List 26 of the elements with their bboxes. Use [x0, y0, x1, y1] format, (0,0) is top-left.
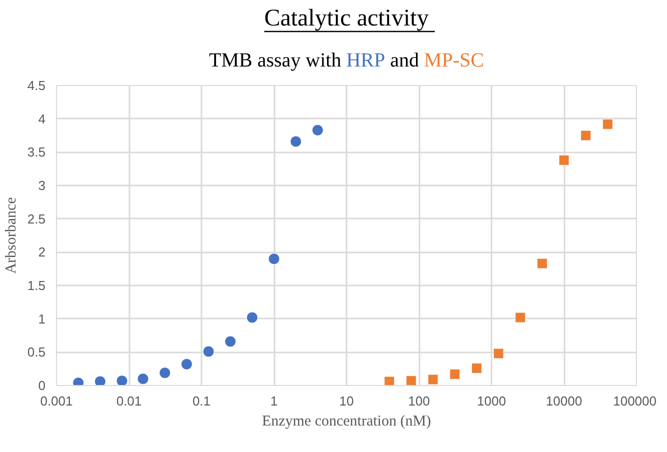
y-axis-title: Arbsorbance: [3, 196, 20, 274]
x-tick-label: 0.1: [192, 394, 211, 408]
text: MP-SC: [424, 50, 484, 72]
x-tick-label: 0.01: [116, 394, 142, 408]
x-tick-label: 100000: [613, 394, 657, 408]
y-tick-label: 1.5: [27, 278, 46, 293]
y-tick-label: 2: [38, 244, 46, 260]
text: and: [390, 50, 419, 72]
x-tick-label: 0.001: [40, 394, 73, 408]
x-tick-label: 1: [270, 394, 278, 408]
y-tick-label: 3: [38, 178, 46, 193]
chart-title: Catalytic activity: [264, 6, 429, 32]
chart-subtitle: TMB assay with: [208, 50, 342, 72]
x-tick-label: 10: [339, 394, 354, 408]
text: HRP: [346, 50, 386, 72]
x-tick-label: 1000: [477, 394, 506, 408]
x-tick-label: 10000: [546, 394, 582, 408]
y-tick-label: 3.5: [27, 144, 46, 160]
y-tick-label: 2.5: [27, 211, 46, 226]
y-tick-label: 4: [38, 111, 46, 126]
y-tick-label: 0: [38, 378, 46, 393]
x-tick-label: 100: [408, 394, 430, 408]
x-axis-title: Enzyme concentration (nM): [262, 414, 432, 430]
y-tick-label: 4.5: [27, 78, 46, 93]
y-tick-label: 0.5: [27, 344, 46, 360]
y-tick-label: 1: [38, 311, 46, 326]
